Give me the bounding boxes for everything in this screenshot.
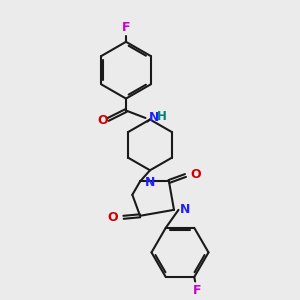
Text: F: F (193, 284, 202, 297)
Text: N: N (179, 203, 190, 216)
Text: N: N (149, 112, 160, 124)
Text: N: N (145, 176, 155, 189)
Text: H: H (157, 110, 167, 123)
Text: O: O (107, 211, 118, 224)
Text: O: O (97, 115, 108, 128)
Text: O: O (191, 167, 202, 181)
Text: F: F (122, 21, 130, 34)
